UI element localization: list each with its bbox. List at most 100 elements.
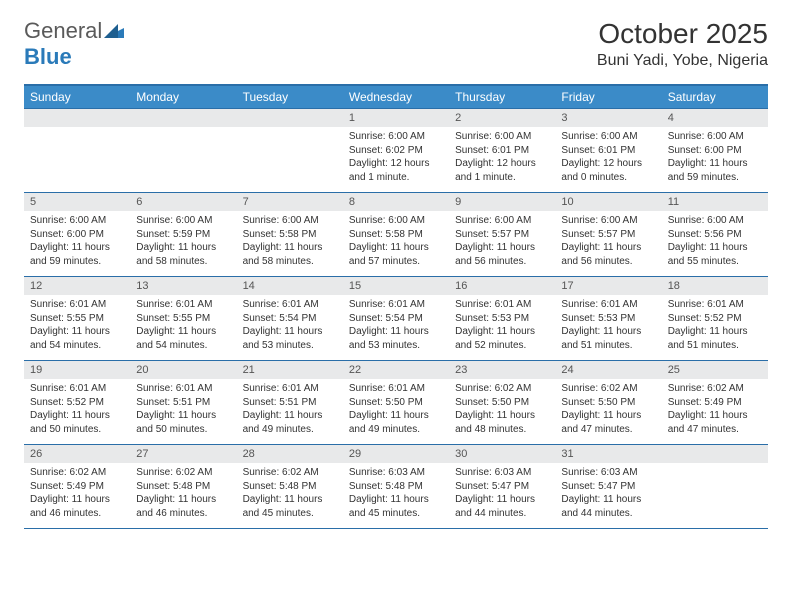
day-details: Sunrise: 6:01 AMSunset: 5:52 PMDaylight:… xyxy=(662,295,768,361)
sunset-text: Sunset: 5:56 PM xyxy=(668,228,762,242)
logo-text: GeneralBlue xyxy=(24,18,124,70)
sunrise-text: Sunrise: 6:01 AM xyxy=(136,382,230,396)
sunrise-text: Sunrise: 6:00 AM xyxy=(136,214,230,228)
location-label: Buni Yadi, Yobe, Nigeria xyxy=(597,52,768,70)
sunrise-text: Sunrise: 6:00 AM xyxy=(561,214,655,228)
sunrise-text: Sunrise: 6:00 AM xyxy=(243,214,337,228)
day-number: 10 xyxy=(555,193,661,212)
sunset-text: Sunset: 5:50 PM xyxy=(349,396,443,410)
daylight-text: Daylight: 11 hours and 46 minutes. xyxy=(136,493,230,520)
sunset-text: Sunset: 5:47 PM xyxy=(561,480,655,494)
daylight-text: Daylight: 12 hours and 1 minute. xyxy=(349,157,443,184)
sunset-text: Sunset: 6:00 PM xyxy=(30,228,124,242)
sunset-text: Sunset: 5:52 PM xyxy=(668,312,762,326)
daylight-text: Daylight: 11 hours and 51 minutes. xyxy=(561,325,655,352)
sunset-text: Sunset: 5:53 PM xyxy=(455,312,549,326)
day-details: Sunrise: 6:01 AMSunset: 5:52 PMDaylight:… xyxy=(24,379,130,445)
sunrise-text: Sunrise: 6:00 AM xyxy=(349,214,443,228)
sunset-text: Sunset: 5:50 PM xyxy=(561,396,655,410)
daylight-text: Daylight: 11 hours and 55 minutes. xyxy=(668,241,762,268)
sunrise-text: Sunrise: 6:01 AM xyxy=(668,298,762,312)
empty-cell xyxy=(237,109,343,128)
sunset-text: Sunset: 5:59 PM xyxy=(136,228,230,242)
day-details: Sunrise: 6:01 AMSunset: 5:53 PMDaylight:… xyxy=(449,295,555,361)
empty-cell xyxy=(662,445,768,464)
empty-cell xyxy=(130,127,236,193)
empty-cell xyxy=(24,109,130,128)
day-details: Sunrise: 6:00 AMSunset: 6:02 PMDaylight:… xyxy=(343,127,449,193)
day-details: Sunrise: 6:02 AMSunset: 5:49 PMDaylight:… xyxy=(24,463,130,529)
sunrise-text: Sunrise: 6:00 AM xyxy=(561,130,655,144)
day-number: 16 xyxy=(449,277,555,296)
calendar-table: SundayMondayTuesdayWednesdayThursdayFrid… xyxy=(24,84,768,529)
daylight-text: Daylight: 12 hours and 1 minute. xyxy=(455,157,549,184)
title-block: October 2025 Buni Yadi, Yobe, Nigeria xyxy=(597,18,768,70)
week-daynum-row: 567891011 xyxy=(24,193,768,212)
sunrise-text: Sunrise: 6:00 AM xyxy=(349,130,443,144)
daylight-text: Daylight: 11 hours and 54 minutes. xyxy=(136,325,230,352)
empty-cell xyxy=(237,127,343,193)
sunset-text: Sunset: 6:01 PM xyxy=(455,144,549,158)
week-daynum-row: 12131415161718 xyxy=(24,277,768,296)
day-details: Sunrise: 6:00 AMSunset: 5:57 PMDaylight:… xyxy=(449,211,555,277)
sunrise-text: Sunrise: 6:01 AM xyxy=(243,298,337,312)
day-details: Sunrise: 6:00 AMSunset: 6:01 PMDaylight:… xyxy=(555,127,661,193)
logo-word2: Blue xyxy=(24,44,72,69)
day-details: Sunrise: 6:01 AMSunset: 5:54 PMDaylight:… xyxy=(237,295,343,361)
sunrise-text: Sunrise: 6:02 AM xyxy=(243,466,337,480)
daylight-text: Daylight: 11 hours and 47 minutes. xyxy=(561,409,655,436)
day-number: 17 xyxy=(555,277,661,296)
sunset-text: Sunset: 5:57 PM xyxy=(455,228,549,242)
daylight-text: Daylight: 11 hours and 47 minutes. xyxy=(668,409,762,436)
page-title: October 2025 xyxy=(597,18,768,50)
day-number: 15 xyxy=(343,277,449,296)
day-number: 31 xyxy=(555,445,661,464)
day-number: 8 xyxy=(343,193,449,212)
daylight-text: Daylight: 11 hours and 52 minutes. xyxy=(455,325,549,352)
day-number: 20 xyxy=(130,361,236,380)
sunset-text: Sunset: 5:51 PM xyxy=(243,396,337,410)
week-detail-row: Sunrise: 6:01 AMSunset: 5:55 PMDaylight:… xyxy=(24,295,768,361)
day-details: Sunrise: 6:01 AMSunset: 5:55 PMDaylight:… xyxy=(24,295,130,361)
day-number: 22 xyxy=(343,361,449,380)
sunrise-text: Sunrise: 6:01 AM xyxy=(349,298,443,312)
weekday-header: Tuesday xyxy=(237,85,343,109)
week-detail-row: Sunrise: 6:00 AMSunset: 6:02 PMDaylight:… xyxy=(24,127,768,193)
week-detail-row: Sunrise: 6:00 AMSunset: 6:00 PMDaylight:… xyxy=(24,211,768,277)
day-details: Sunrise: 6:02 AMSunset: 5:48 PMDaylight:… xyxy=(237,463,343,529)
daylight-text: Daylight: 11 hours and 51 minutes. xyxy=(668,325,762,352)
sunrise-text: Sunrise: 6:00 AM xyxy=(668,214,762,228)
day-details: Sunrise: 6:00 AMSunset: 5:58 PMDaylight:… xyxy=(237,211,343,277)
sunrise-text: Sunrise: 6:02 AM xyxy=(668,382,762,396)
sunset-text: Sunset: 5:58 PM xyxy=(243,228,337,242)
daylight-text: Daylight: 11 hours and 54 minutes. xyxy=(30,325,124,352)
sunrise-text: Sunrise: 6:03 AM xyxy=(561,466,655,480)
daylight-text: Daylight: 11 hours and 59 minutes. xyxy=(30,241,124,268)
day-details: Sunrise: 6:01 AMSunset: 5:51 PMDaylight:… xyxy=(237,379,343,445)
day-details: Sunrise: 6:00 AMSunset: 5:56 PMDaylight:… xyxy=(662,211,768,277)
day-number: 3 xyxy=(555,109,661,128)
daylight-text: Daylight: 11 hours and 57 minutes. xyxy=(349,241,443,268)
day-details: Sunrise: 6:01 AMSunset: 5:53 PMDaylight:… xyxy=(555,295,661,361)
daylight-text: Daylight: 11 hours and 53 minutes. xyxy=(243,325,337,352)
day-details: Sunrise: 6:03 AMSunset: 5:48 PMDaylight:… xyxy=(343,463,449,529)
daylight-text: Daylight: 11 hours and 59 minutes. xyxy=(668,157,762,184)
sunrise-text: Sunrise: 6:01 AM xyxy=(30,382,124,396)
weekday-header: Thursday xyxy=(449,85,555,109)
day-details: Sunrise: 6:00 AMSunset: 5:59 PMDaylight:… xyxy=(130,211,236,277)
day-details: Sunrise: 6:02 AMSunset: 5:48 PMDaylight:… xyxy=(130,463,236,529)
day-number: 25 xyxy=(662,361,768,380)
sunrise-text: Sunrise: 6:00 AM xyxy=(30,214,124,228)
sunset-text: Sunset: 5:52 PM xyxy=(30,396,124,410)
day-number: 11 xyxy=(662,193,768,212)
sunrise-text: Sunrise: 6:03 AM xyxy=(349,466,443,480)
daylight-text: Daylight: 11 hours and 50 minutes. xyxy=(136,409,230,436)
day-number: 7 xyxy=(237,193,343,212)
day-number: 24 xyxy=(555,361,661,380)
sunset-text: Sunset: 5:54 PM xyxy=(243,312,337,326)
sunrise-text: Sunrise: 6:00 AM xyxy=(455,130,549,144)
day-number: 5 xyxy=(24,193,130,212)
header: GeneralBlue October 2025 Buni Yadi, Yobe… xyxy=(24,18,768,70)
sunset-text: Sunset: 5:47 PM xyxy=(455,480,549,494)
day-number: 30 xyxy=(449,445,555,464)
